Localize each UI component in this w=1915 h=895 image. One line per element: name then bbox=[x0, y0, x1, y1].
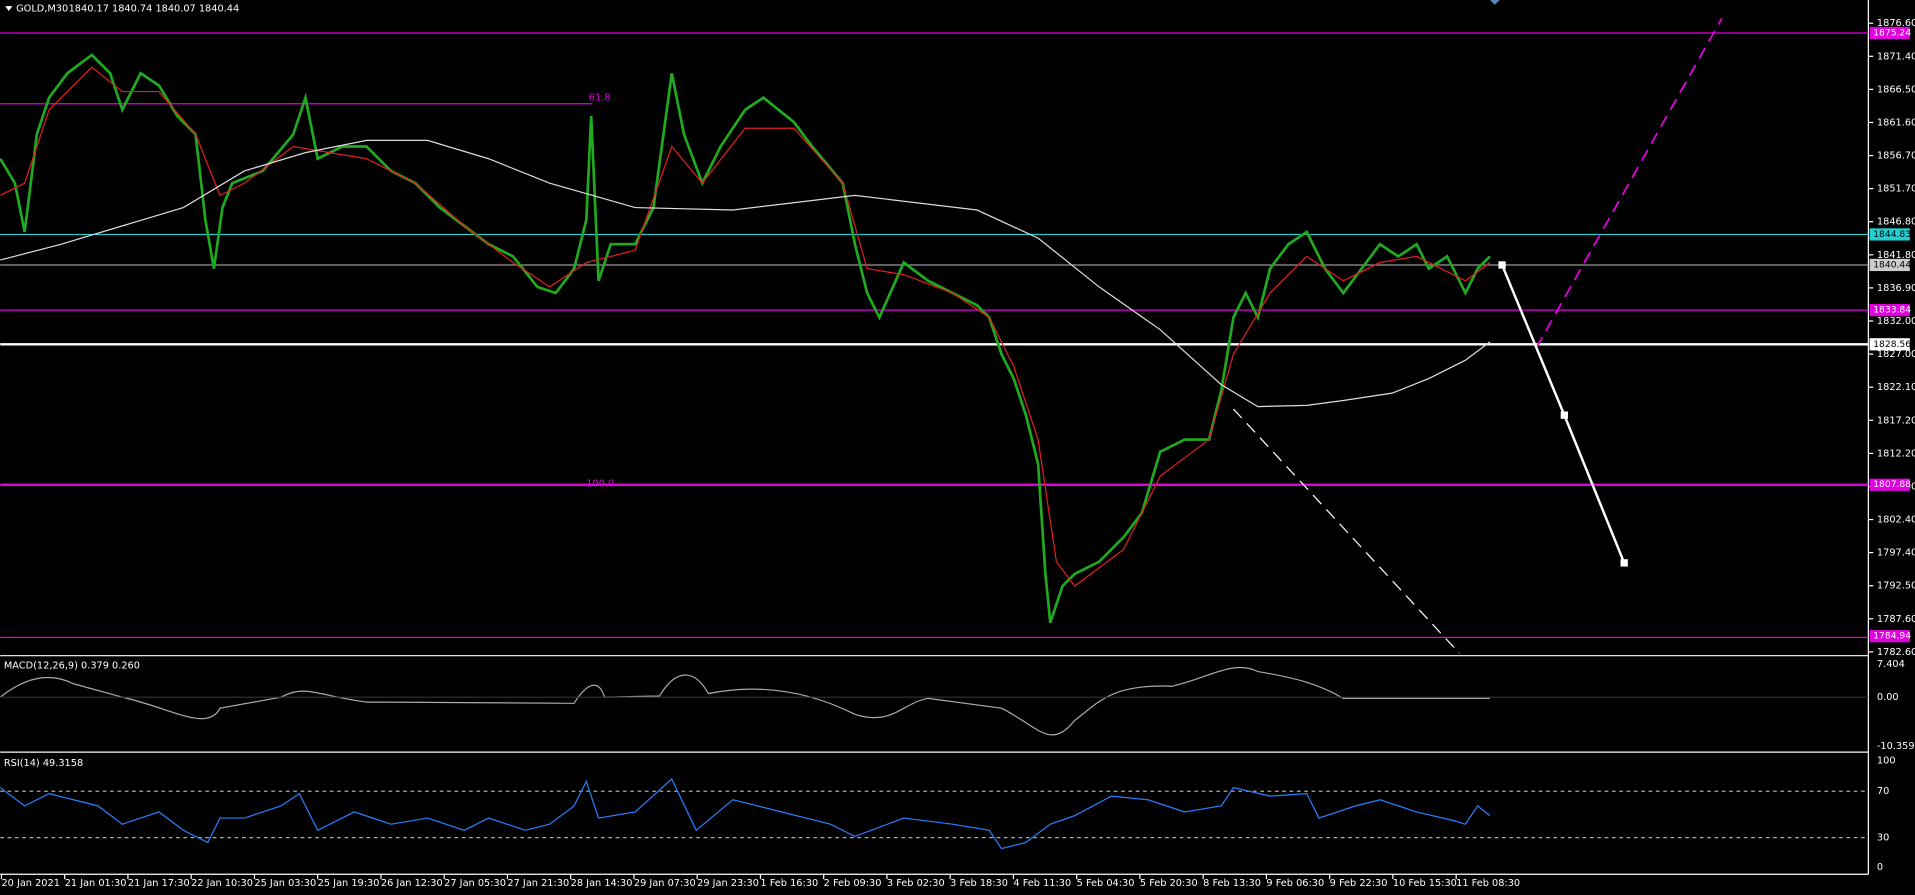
level-label: 1875.24 bbox=[1873, 28, 1911, 38]
price-label: 1832.00 bbox=[1877, 316, 1915, 327]
macd-axis-label: 0.00 bbox=[1877, 692, 1899, 703]
time-label: 21 Jan 17:30 bbox=[128, 878, 190, 889]
price-label: 1861.60 bbox=[1877, 117, 1915, 128]
slow-ma bbox=[0, 139, 1491, 408]
price-label: 1871.40 bbox=[1877, 51, 1915, 62]
price-label: 1822.10 bbox=[1877, 382, 1915, 393]
time-label: 4 Feb 11:30 bbox=[1013, 878, 1071, 889]
time-label: 11 Feb 08:30 bbox=[1456, 878, 1520, 889]
quote: 1840.17 1840.74 1840.07 1840.44 bbox=[69, 4, 240, 15]
level-label: 1844.83 bbox=[1873, 230, 1911, 240]
symbol: GOLD,M30 bbox=[16, 4, 68, 15]
price-label: 1787.60 bbox=[1877, 614, 1915, 625]
price-label: 1846.80 bbox=[1877, 217, 1915, 228]
time-label: 29 Jan 23:30 bbox=[697, 878, 759, 889]
time-label: 28 Jan 14:30 bbox=[571, 878, 633, 889]
fib-label: 100.0 bbox=[586, 479, 614, 490]
time-label: 10 Feb 15:30 bbox=[1393, 878, 1457, 889]
price-label: 1797.40 bbox=[1877, 548, 1915, 559]
time-label: 21 Jan 01:30 bbox=[65, 878, 127, 889]
time-label: 25 Jan 03:30 bbox=[254, 878, 316, 889]
time-label: 25 Jan 19:30 bbox=[318, 878, 380, 889]
rsi-label: RSI(14) 49.3158 bbox=[4, 758, 83, 769]
price-label: 1841.80 bbox=[1877, 250, 1915, 261]
level-label: 1840.44 bbox=[1873, 260, 1911, 270]
price-label: 1827.00 bbox=[1877, 349, 1915, 360]
macd-histogram bbox=[0, 666, 1490, 736]
rsi-axis-label: 70 bbox=[1877, 786, 1889, 797]
level-box bbox=[1869, 478, 1910, 491]
price-label: 1792.50 bbox=[1877, 581, 1915, 592]
frame bbox=[0, 0, 1869, 875]
level-box bbox=[1869, 26, 1910, 40]
level-label: 1807.88 bbox=[1873, 480, 1911, 490]
scroll-marker bbox=[1489, 0, 1500, 5]
price-label: 1856.70 bbox=[1877, 151, 1915, 162]
level-box bbox=[1869, 258, 1910, 272]
trend-line-magenta bbox=[1535, 17, 1723, 349]
rsi-line bbox=[0, 778, 1491, 850]
price-label: 1802.40 bbox=[1877, 515, 1915, 526]
time-label: 20 Jan 2021 bbox=[1, 878, 59, 889]
level-box bbox=[1869, 630, 1910, 643]
time-label: 5 Feb 20:30 bbox=[1140, 878, 1198, 889]
time-label: 9 Feb 06:30 bbox=[1266, 878, 1324, 889]
level-label: 1828.56 bbox=[1873, 340, 1911, 350]
price-label: 1812.20 bbox=[1877, 448, 1915, 459]
price-label: 1836.90 bbox=[1877, 283, 1915, 294]
time-label: 3 Feb 18:30 bbox=[950, 878, 1008, 889]
price-label: 1782.60 bbox=[1877, 647, 1915, 658]
time-label: 9 Feb 22:30 bbox=[1330, 878, 1388, 889]
time-label: 27 Jan 05:30 bbox=[444, 878, 506, 889]
macd-axis-label: 7.404 bbox=[1877, 659, 1905, 670]
header-arrow bbox=[5, 6, 13, 11]
time-label: 3 Feb 02:30 bbox=[887, 878, 945, 889]
projection-nodes bbox=[1498, 261, 1628, 567]
time-label: 26 Jan 12:30 bbox=[381, 878, 443, 889]
time-label: 27 Jan 21:30 bbox=[507, 878, 569, 889]
time-label: 5 Feb 04:30 bbox=[1077, 878, 1135, 889]
time-label: 1 Feb 16:30 bbox=[760, 878, 818, 889]
time-label: 29 Jan 07:30 bbox=[634, 878, 696, 889]
level-box bbox=[1869, 304, 1910, 317]
macd-axis-label: -10.359 bbox=[1877, 741, 1915, 752]
price-line bbox=[0, 53, 1491, 624]
rsi-axis-label: 100 bbox=[1877, 756, 1896, 767]
level-box bbox=[1869, 338, 1910, 351]
price-label: 1866.50 bbox=[1877, 84, 1915, 95]
price-label: 1876.60 bbox=[1877, 18, 1915, 29]
trend-line-white bbox=[1232, 408, 1460, 654]
time-label: 2 Feb 09:30 bbox=[824, 878, 882, 889]
level-label: 1784.94 bbox=[1873, 632, 1911, 642]
price-label: 1851.70 bbox=[1877, 184, 1915, 195]
level-label: 1833.84 bbox=[1873, 306, 1911, 316]
time-label: 22 Jan 10:30 bbox=[191, 878, 253, 889]
level-box bbox=[1869, 228, 1910, 241]
rsi-axis-label: 0 bbox=[1877, 862, 1883, 873]
macd-label: MACD(12,26,9) 0.379 0.260 bbox=[4, 660, 140, 671]
price-label: 1817.20 bbox=[1877, 415, 1915, 426]
fib-label: 61.8 bbox=[589, 93, 611, 104]
time-label: 8 Feb 13:30 bbox=[1203, 878, 1261, 889]
fast-ma bbox=[0, 66, 1491, 587]
rsi-axis-label: 30 bbox=[1877, 833, 1889, 844]
